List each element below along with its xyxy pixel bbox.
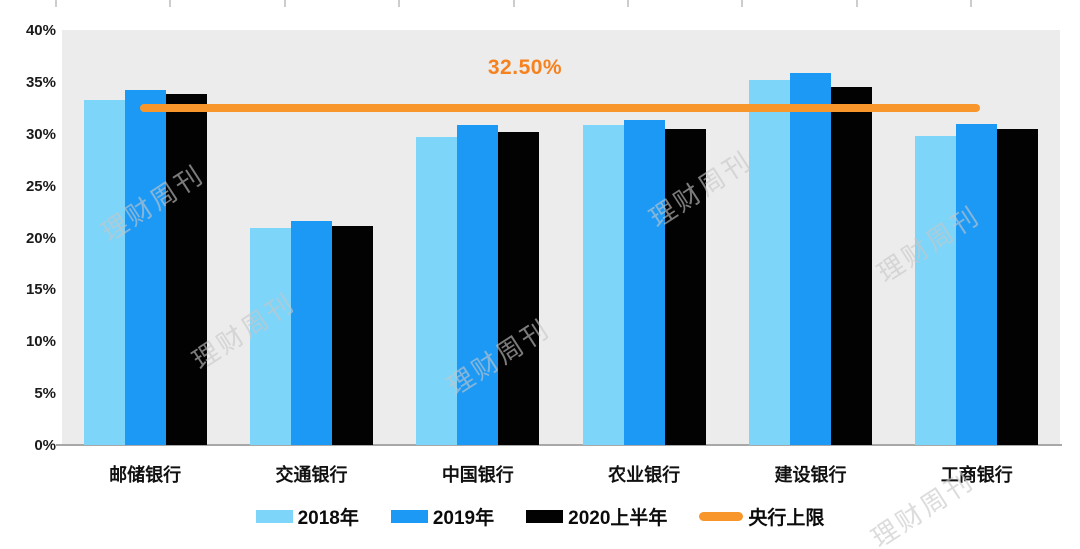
x-category-label: 建设银行 [774, 465, 847, 485]
legend-label: 2018年 [297, 508, 359, 529]
x-category-label: 工商银行 [940, 465, 1013, 485]
legend-item-reference-line: 央行上限 [699, 503, 824, 530]
bar [749, 79, 790, 445]
y-tick-label: 5% [34, 385, 56, 403]
y-tick-label: 15% [25, 281, 56, 299]
legend-swatch [526, 510, 564, 523]
cap-value-annotation: 32.50% [487, 56, 563, 79]
bar [790, 72, 831, 445]
top-tick [283, 0, 286, 7]
bar [332, 226, 373, 445]
y-tick-label: 40% [25, 22, 56, 39]
chart-legend: 2018年 2019年 2020上半年 央行上限 [0, 503, 1080, 530]
legend-line-swatch [699, 512, 744, 521]
top-tick [627, 0, 629, 7]
top-tick [855, 0, 858, 7]
top-tick [55, 0, 57, 7]
bar [664, 128, 706, 445]
x-category-label: 邮储银行 [109, 465, 182, 485]
y-tick-label: 20% [25, 229, 56, 247]
plot-area [62, 30, 1060, 445]
top-tick [970, 0, 973, 7]
bar [582, 125, 624, 445]
bar [915, 135, 957, 445]
legend-swatch [255, 510, 293, 523]
bar [250, 228, 291, 445]
y-tick-label: 30% [25, 125, 56, 143]
bar [498, 131, 540, 445]
y-tick-label: 10% [25, 333, 56, 351]
top-tick [398, 0, 401, 7]
y-tick-label: 35% [25, 73, 56, 91]
x-category-label: 农业银行 [608, 465, 681, 485]
top-tick [741, 0, 744, 7]
bar [83, 99, 125, 445]
y-tick-label: 25% [25, 177, 56, 195]
bar [997, 128, 1039, 445]
y-tick-label: 0% [34, 437, 56, 454]
bar [457, 125, 499, 445]
bar [623, 120, 665, 445]
legend-label: 2020上半年 [568, 508, 668, 529]
bar [416, 136, 458, 445]
central-bank-cap-line [140, 103, 980, 112]
bar [831, 87, 872, 445]
legend-item: 2018年 [255, 503, 359, 530]
bar [124, 90, 166, 445]
top-tick [512, 0, 515, 7]
legend-swatch [390, 510, 428, 523]
x-axis-line [56, 444, 1062, 446]
x-category-label: 交通银行 [275, 465, 348, 485]
bar [956, 124, 998, 445]
top-tick [169, 0, 172, 7]
legend-label: 2019年 [432, 508, 495, 529]
bar [165, 94, 207, 445]
bar [291, 220, 332, 445]
legend-item: 2019年 [390, 503, 495, 530]
x-category-label: 中国银行 [441, 465, 514, 485]
legend-item: 2020上半年 [526, 503, 667, 530]
legend-label: 央行上限 [748, 508, 825, 529]
